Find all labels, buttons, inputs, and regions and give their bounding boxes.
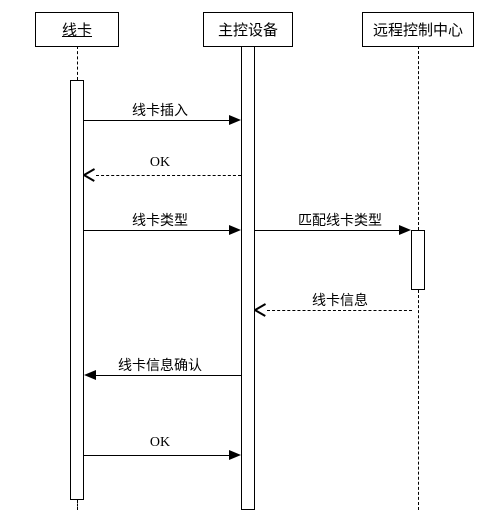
msg-line <box>84 120 231 121</box>
msg-label: 线卡插入 <box>110 100 210 120</box>
arrow-icon <box>84 370 96 380</box>
lifeline-dash-c2 <box>418 290 419 510</box>
arrow-icon <box>229 225 241 235</box>
lifeline-header-a: 线卡 <box>35 12 119 47</box>
activation-b <box>241 46 255 510</box>
msg-line <box>96 375 241 376</box>
msg-line <box>255 230 400 231</box>
lifeline-label: 线卡 <box>62 23 92 39</box>
arrow-icon <box>229 450 241 460</box>
activation-c <box>411 230 425 290</box>
msg-label: 线卡类型 <box>110 210 210 230</box>
lifeline-header-c: 远程控制中心 <box>362 12 474 47</box>
lifeline-dash-a2 <box>77 500 78 510</box>
msg-label: 线卡信息确认 <box>100 355 220 375</box>
arrow-icon <box>229 115 241 125</box>
msg-line <box>84 230 231 231</box>
lifeline-dash-a <box>77 46 78 80</box>
msg-label: OK <box>145 155 175 171</box>
msg-label: OK <box>145 435 175 451</box>
lifeline-dash-c <box>418 46 419 230</box>
lifeline-label: 远程控制中心 <box>373 23 463 39</box>
arrow-icon <box>399 225 411 235</box>
msg-label: 匹配线卡类型 <box>285 210 395 230</box>
msg-line <box>84 455 231 456</box>
msg-line <box>267 310 412 311</box>
activation-a <box>70 80 84 500</box>
msg-line <box>96 175 241 176</box>
lifeline-label: 主控设备 <box>218 23 278 39</box>
msg-label: 线卡信息 <box>300 290 380 310</box>
lifeline-header-b: 主控设备 <box>203 12 293 47</box>
